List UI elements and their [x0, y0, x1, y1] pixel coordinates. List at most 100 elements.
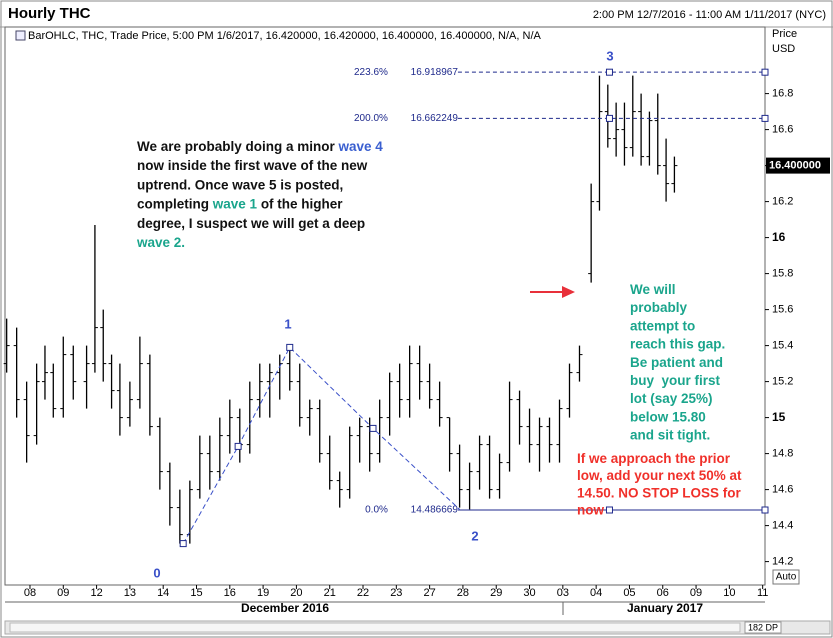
fib-handle [605, 506, 613, 514]
y-tick-label: 16.8 [772, 88, 793, 100]
x-tick-label: 12 [90, 587, 102, 599]
note-text: probably [630, 300, 687, 315]
note-line: wave 2. [136, 235, 185, 250]
note-line: lot (say 25%) [630, 391, 713, 406]
note-text: and sit tight. [630, 427, 710, 442]
last-price-label: 16.400000 [769, 160, 821, 172]
fib-percent: 223.6% [354, 67, 388, 78]
last-price-box [766, 157, 830, 174]
wave-label: 2 [471, 528, 478, 543]
note-line: attempt to [630, 318, 695, 333]
red-arrow [530, 286, 575, 298]
y-tick-label: 15.8 [772, 268, 793, 280]
fib-value: 14.486669 [411, 505, 459, 516]
x-tick-label: 10 [723, 587, 735, 599]
y-tick-label: 14.2 [772, 556, 793, 568]
scroll-label-box [744, 621, 782, 634]
x-tick-label: 13 [124, 587, 136, 599]
y-tick-label: 16.6 [772, 124, 793, 136]
note-text: below 15.80 [630, 409, 706, 424]
note-text: wave 4 [338, 139, 384, 154]
note-line: 14.50. NO STOP LOSS for [577, 485, 742, 500]
note-text: buy your first [630, 373, 721, 388]
fib-percent: 200.0% [354, 113, 388, 124]
note-line: uptrend. Once wave 5 is posted, [137, 177, 343, 192]
note-text: uptrend. Once wave 5 is posted, [137, 177, 343, 192]
fib-end [761, 114, 769, 122]
x-tick-label: 09 [57, 587, 69, 599]
x-tick-label: 15 [190, 587, 202, 599]
x-tick-label: 28 [457, 587, 469, 599]
x-tick-label: 23 [390, 587, 402, 599]
x-tick-label: 11 [757, 587, 768, 599]
x-tick-label: 22 [357, 587, 369, 599]
y-tick-label: 14.6 [772, 484, 793, 496]
note-line: probably [630, 300, 687, 315]
note-text: reach this gap. [630, 336, 725, 351]
note-line: buy your first [630, 373, 721, 388]
month-label: January 2017 [627, 601, 703, 615]
time-range: 2:00 PM 12/7/2016 - 11:00 AM 1/11/2017 (… [593, 9, 826, 21]
x-tick-label: 03 [557, 587, 569, 599]
y-axis-unit: USD [772, 43, 795, 55]
y-tick-label: 15 [772, 410, 786, 424]
note-text: now inside the first wave of the new [137, 158, 368, 173]
scroll-thumb[interactable] [9, 622, 741, 633]
note-text: If we approach the prior [577, 451, 731, 466]
wave-handle [234, 442, 242, 450]
note-line: Be patient and [630, 354, 723, 369]
note-line: completing wave 1 of the higher [137, 196, 343, 211]
y-axis-label: Price [772, 28, 797, 40]
note-line: degree, I suspect we will get a deep [137, 215, 365, 230]
note-line: and sit tight. [630, 427, 710, 442]
note-text: lot (say 25%) [630, 391, 713, 406]
wave-handle [286, 343, 294, 351]
note-line: now [577, 502, 604, 517]
x-tick-label: 29 [490, 587, 502, 599]
y-tick-label: 16.2 [772, 196, 793, 208]
note-text: degree, I suspect we will get a deep [137, 215, 365, 230]
fib-percent: 0.0% [365, 505, 388, 516]
wave-label: 3 [606, 48, 613, 63]
note-text: low, add your next 50% at [577, 468, 742, 483]
note-text: now [577, 502, 604, 517]
info-line: BarOHLC, THC, Trade Price, 5:00 PM 1/6/2… [28, 30, 542, 42]
note-line: low, add your next 50% at [577, 468, 742, 483]
fib-value: 16.918967 [411, 67, 459, 78]
note-text: 14.50. NO STOP LOSS for [577, 485, 742, 500]
x-tick-label: 09 [690, 587, 702, 599]
x-tick-label: 05 [623, 587, 635, 599]
note-line: We are probably doing a minor wave 4 [137, 139, 383, 154]
note-text: We will [630, 282, 676, 297]
chart-title: Hourly THC [8, 5, 91, 22]
fib-end [761, 506, 769, 514]
x-tick-label: 04 [590, 587, 602, 599]
x-tick-label: 27 [424, 587, 436, 599]
note-text: wave 1 [212, 196, 258, 211]
x-tick-label: 06 [657, 587, 669, 599]
auto-button[interactable] [772, 569, 800, 585]
y-tick-label: 16 [772, 230, 786, 244]
month-label: December 2016 [241, 601, 329, 615]
note-text: We are probably doing a minor [137, 139, 339, 154]
x-tick-label: 19 [257, 587, 269, 599]
x-tick-label: 08 [24, 587, 36, 599]
auto-button-label[interactable]: Auto [776, 572, 797, 583]
note-text: of the higher [257, 196, 343, 211]
fib-handle [605, 114, 613, 122]
note-line: reach this gap. [630, 336, 725, 351]
y-tick-label: 15.6 [772, 304, 793, 316]
wave-handle [179, 540, 187, 548]
wave-label: 0 [153, 565, 160, 580]
info-icon [15, 30, 26, 41]
wave-line [182, 346, 460, 544]
note-line: now inside the first wave of the new [137, 158, 368, 173]
fib-handle [605, 68, 613, 76]
y-tick-label: 14.8 [772, 448, 793, 460]
note-line: If we approach the prior [577, 451, 731, 466]
y-tick-label: 15.4 [772, 340, 793, 352]
y-tick-label: 15.2 [772, 376, 793, 388]
x-tick-label: 20 [290, 587, 302, 599]
